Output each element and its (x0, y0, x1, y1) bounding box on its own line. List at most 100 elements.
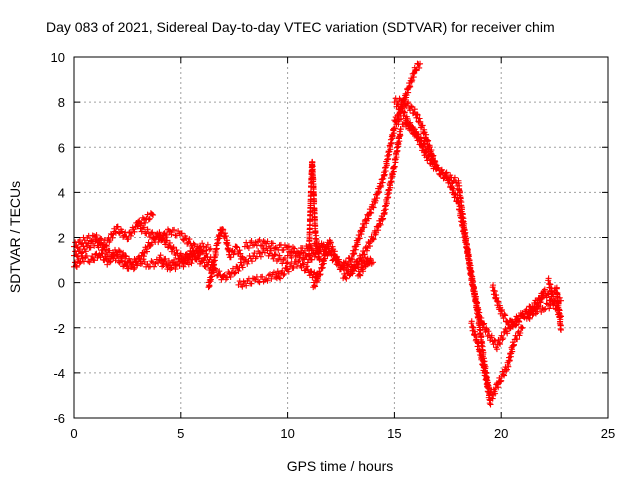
data-marker-run (511, 324, 525, 348)
series-track-g (235, 268, 283, 290)
y-tick-label: -4 (53, 366, 65, 381)
data-marker-run (504, 317, 516, 330)
data-marker-run (485, 328, 500, 351)
series-track-e (156, 245, 291, 283)
data-marker-run (305, 268, 316, 281)
data-marker (207, 245, 214, 252)
x-tick-label: 15 (387, 426, 401, 441)
chart-title: Day 083 of 2021, Sidereal Day-to-day VTE… (46, 19, 555, 35)
data-marker-run (252, 245, 268, 262)
data-marker-run (241, 275, 258, 289)
data-points (71, 60, 565, 408)
data-marker-run (348, 252, 365, 277)
data-marker-run (305, 216, 313, 259)
data-marker-run (156, 226, 173, 243)
data-marker-run (273, 252, 290, 267)
data-marker-run (312, 227, 321, 254)
data-marker-run (340, 268, 354, 282)
data-marker-run (209, 242, 220, 274)
data-marker-run (222, 233, 233, 258)
data-marker-run (399, 108, 412, 129)
data-marker (284, 259, 291, 266)
data-marker-run (309, 158, 317, 185)
data-marker-run (113, 223, 130, 241)
data-marker-run (391, 126, 404, 171)
data-marker-run (402, 64, 419, 101)
data-marker-run (412, 131, 427, 150)
data-marker-run (177, 247, 194, 264)
data-marker-run (188, 240, 205, 258)
data-marker-run (412, 111, 425, 131)
data-marker-run (370, 213, 387, 243)
data-marker-run (96, 250, 111, 268)
data-marker-run (511, 310, 525, 329)
data-marker-run (363, 255, 373, 267)
data-marker-run (284, 248, 300, 261)
data-marker-run (295, 249, 311, 266)
series-track-r (393, 101, 436, 164)
series-track-l (310, 237, 334, 291)
y-tick-label: 2 (58, 231, 65, 246)
data-marker (367, 257, 374, 264)
data-marker (150, 211, 157, 218)
data-marker-run (393, 101, 405, 116)
series-track-n (340, 126, 404, 282)
data-marker-run (404, 99, 418, 117)
x-tick-label: 10 (280, 426, 294, 441)
data-marker-run (231, 259, 247, 277)
series-track-k (305, 158, 323, 264)
data-marker-run (545, 275, 556, 295)
axis-ticks: 0 5 10 15 20 25 -6 -4 -2 0 2 4 6 8 10 (51, 50, 616, 441)
data-marker-run (532, 289, 547, 315)
data-marker-run (310, 176, 318, 212)
data-marker-run (359, 233, 376, 258)
data-marker-run (233, 243, 245, 262)
data-marker-run (263, 245, 279, 262)
data-marker-run (188, 250, 205, 267)
data-marker-run (504, 339, 517, 370)
data-marker-run (124, 219, 141, 243)
x-tick-label: 5 (177, 426, 184, 441)
series-track-o (355, 255, 374, 279)
data-marker-run (113, 252, 130, 270)
y-tick-label: -6 (53, 411, 65, 426)
data-marker-run (323, 237, 333, 256)
series-track-m (338, 60, 424, 273)
data-marker-run (177, 230, 194, 247)
data-marker-run (164, 239, 179, 258)
data-marker (487, 401, 494, 408)
data-marker-run (199, 240, 213, 254)
data-marker-run (468, 318, 483, 355)
data-marker-run (103, 247, 119, 264)
data-marker-run (241, 250, 258, 267)
y-tick-label: 6 (58, 140, 65, 155)
data-marker-run (370, 175, 387, 211)
data-marker-run (553, 284, 564, 332)
data-marker-run (455, 198, 472, 262)
data-marker-run (380, 125, 398, 179)
y-tick-label: 0 (58, 276, 65, 291)
data-marker (397, 126, 404, 133)
x-tick-label: 25 (601, 426, 615, 441)
data-marker (327, 239, 334, 246)
series-track-v (545, 275, 565, 334)
y-tick-label: 4 (58, 185, 65, 200)
data-marker-run (252, 273, 268, 286)
series-track-f (205, 226, 246, 291)
data-marker-run (241, 238, 258, 251)
data-marker (239, 254, 246, 261)
data-marker-run (145, 256, 162, 270)
data-marker (558, 327, 565, 334)
data-marker-run (397, 96, 410, 110)
x-tick-label: 20 (494, 426, 508, 441)
data-marker-run (434, 164, 450, 182)
data-marker-run (273, 264, 290, 282)
data-marker-run (466, 257, 483, 333)
x-tick-label: 0 (70, 426, 77, 441)
data-marker (519, 324, 526, 331)
data-marker-run (235, 278, 247, 290)
series-track-q (391, 114, 526, 402)
data-marker-run (79, 252, 93, 266)
data-marker-run (92, 236, 108, 254)
